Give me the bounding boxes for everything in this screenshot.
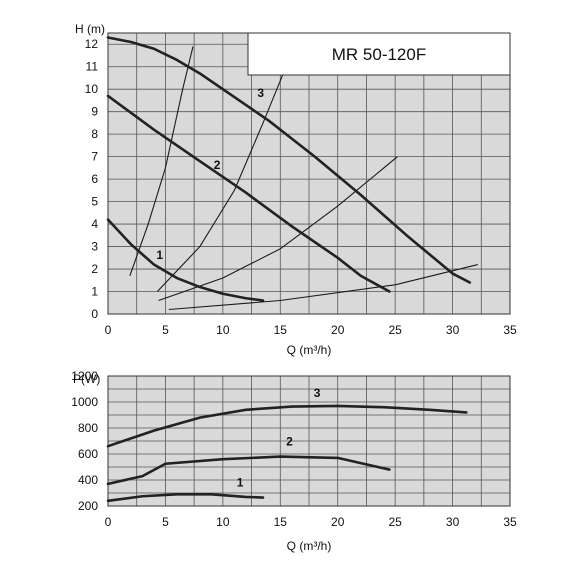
y-tick-label: 1 [91,285,98,299]
y-tick-label: 4 [91,217,98,231]
y-tick-label: 11 [86,60,99,74]
system-curve [156,66,287,292]
x-tick-label: 5 [162,323,169,337]
x-tick-label: 5 [162,515,169,529]
title-box [247,32,511,76]
x-axis-title: Q (m³/h) [287,539,332,553]
x-axis-title: Q (m³/h) [287,343,332,357]
curve-label: 2 [286,435,293,449]
y-tick-label: 12 [85,37,99,51]
y-tick-label: 800 [78,421,98,435]
curve-label: 3 [314,386,321,400]
curve-label: 1 [237,476,244,490]
y-tick-label: 8 [91,127,98,141]
x-tick-label: 35 [503,323,517,337]
pump-curve-1 [106,492,265,503]
y-tick-label: 1200 [71,369,98,383]
system-curve [168,264,478,311]
chart-title: MR 50-120F [332,45,426,64]
y-tick-label: 10 [85,82,99,96]
plot-frame [107,375,511,507]
curve-label: 3 [257,86,264,100]
y-tick-label: 5 [91,195,98,209]
y-tick-label: 200 [78,499,98,513]
pump-curve-2 [106,94,391,293]
curve-label: 2 [214,158,221,172]
y-tick-label: 7 [91,150,98,164]
power-chart: 0 5 10 15 20 25 30 35 200 400 600 800 1000 1200 Q (m³/… [71,369,517,553]
pump-curve-3 [106,36,472,284]
x-tick-label: 35 [503,515,517,529]
x-tick-label: 15 [274,515,288,529]
x-tick-label: 15 [274,323,288,337]
x-tick-label: 25 [388,515,402,529]
y-axis-title: H (m) [75,22,105,36]
x-tick-label: 10 [216,515,230,529]
pump-curve-3 [106,404,468,448]
x-tick-label: 0 [105,515,112,529]
y-tick-label: 400 [78,473,98,487]
pump-curve-2 [106,455,391,486]
x-tick-label: 20 [331,323,345,337]
y-axis-title: P(W) [73,372,100,386]
y-tick-label: 3 [91,240,98,254]
x-tick-label: 0 [105,323,112,337]
y-tick-label: 2 [91,262,98,276]
curve-label: 1 [156,248,163,262]
y-tick-label: 9 [91,105,98,119]
x-tick-label: 30 [446,515,460,529]
y-tick-label: 600 [78,447,98,461]
y-tick-label: 1000 [71,395,98,409]
x-tick-label: 20 [331,515,345,529]
system-curve [158,156,398,302]
x-tick-label: 10 [216,323,230,337]
y-tick-label: 6 [91,172,98,186]
pump-curve-1 [106,218,265,302]
x-tick-label: 25 [388,323,402,337]
x-tick-label: 30 [446,323,460,337]
system-curve [129,46,194,276]
y-tick-label: 0 [91,307,98,321]
